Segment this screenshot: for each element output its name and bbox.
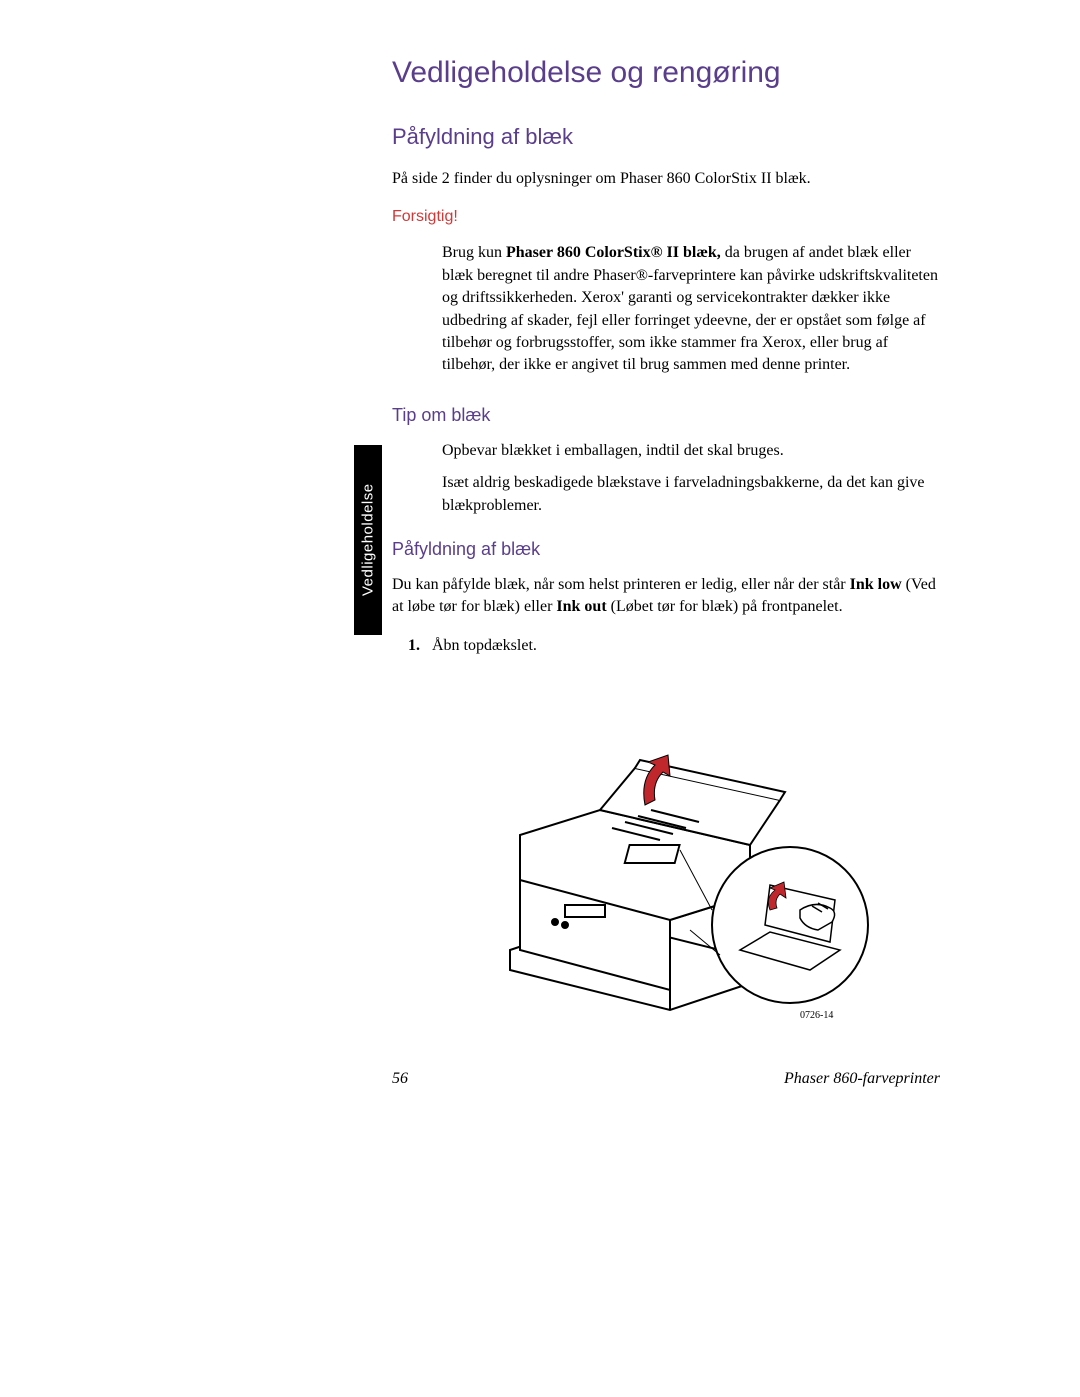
tip-title: Tip om blæk [392,405,940,426]
main-title: Vedligeholdelse og rengøring [392,56,940,90]
tip1: Opbevar blækket i emballagen, indtil det… [442,440,940,462]
step1-num: 1. [408,635,432,657]
caution-label: Forsigtig! [392,208,940,226]
step-1: 1.Åbn topdækslet. [408,635,940,657]
sidebar-tab-label: Vedligeholdelse [354,440,382,640]
fill-mid2: (Løbet tør for blæk) på frontpanelet. [607,598,843,615]
intro-text: På side 2 finder du oplysninger om Phase… [392,168,940,190]
footer-page-number: 56 [392,1070,408,1088]
footer-doc-title: Phaser 860-farveprinter [784,1070,940,1088]
fill-bold2: Ink out [556,598,606,615]
page-content: Vedligeholdelse og rengøring Påfyldning … [392,56,940,657]
step1-text: Åbn topdækslet. [432,637,537,654]
fill-a: Du kan påfylde blæk, når som helst print… [392,576,850,593]
section-title: Påfyldning af blæk [392,124,940,150]
caution-block: Brug kun Phaser 860 ColorStix® II blæk, … [442,242,940,376]
caution-suffix: da brugen af andet blæk eller blæk bereg… [442,244,938,373]
illustration-id: 0726-14 [800,1010,833,1021]
printer-illustration [470,750,890,1030]
caution-text: Brug kun Phaser 860 ColorStix® II blæk, … [442,242,940,376]
caution-bold: Phaser 860 ColorStix® II blæk, [506,244,721,261]
caution-prefix: Brug kun [442,244,506,261]
fill-bold1: Ink low [850,576,902,593]
fill-title: Påfyldning af blæk [392,539,940,560]
page-footer: 56 Phaser 860-farveprinter [392,1070,940,1088]
fill-intro: Du kan påfylde blæk, når som helst print… [392,574,940,619]
tip-body: Opbevar blækket i emballagen, indtil det… [442,440,940,517]
tip2: Isæt aldrig beskadigede blækstave i farv… [442,472,940,517]
